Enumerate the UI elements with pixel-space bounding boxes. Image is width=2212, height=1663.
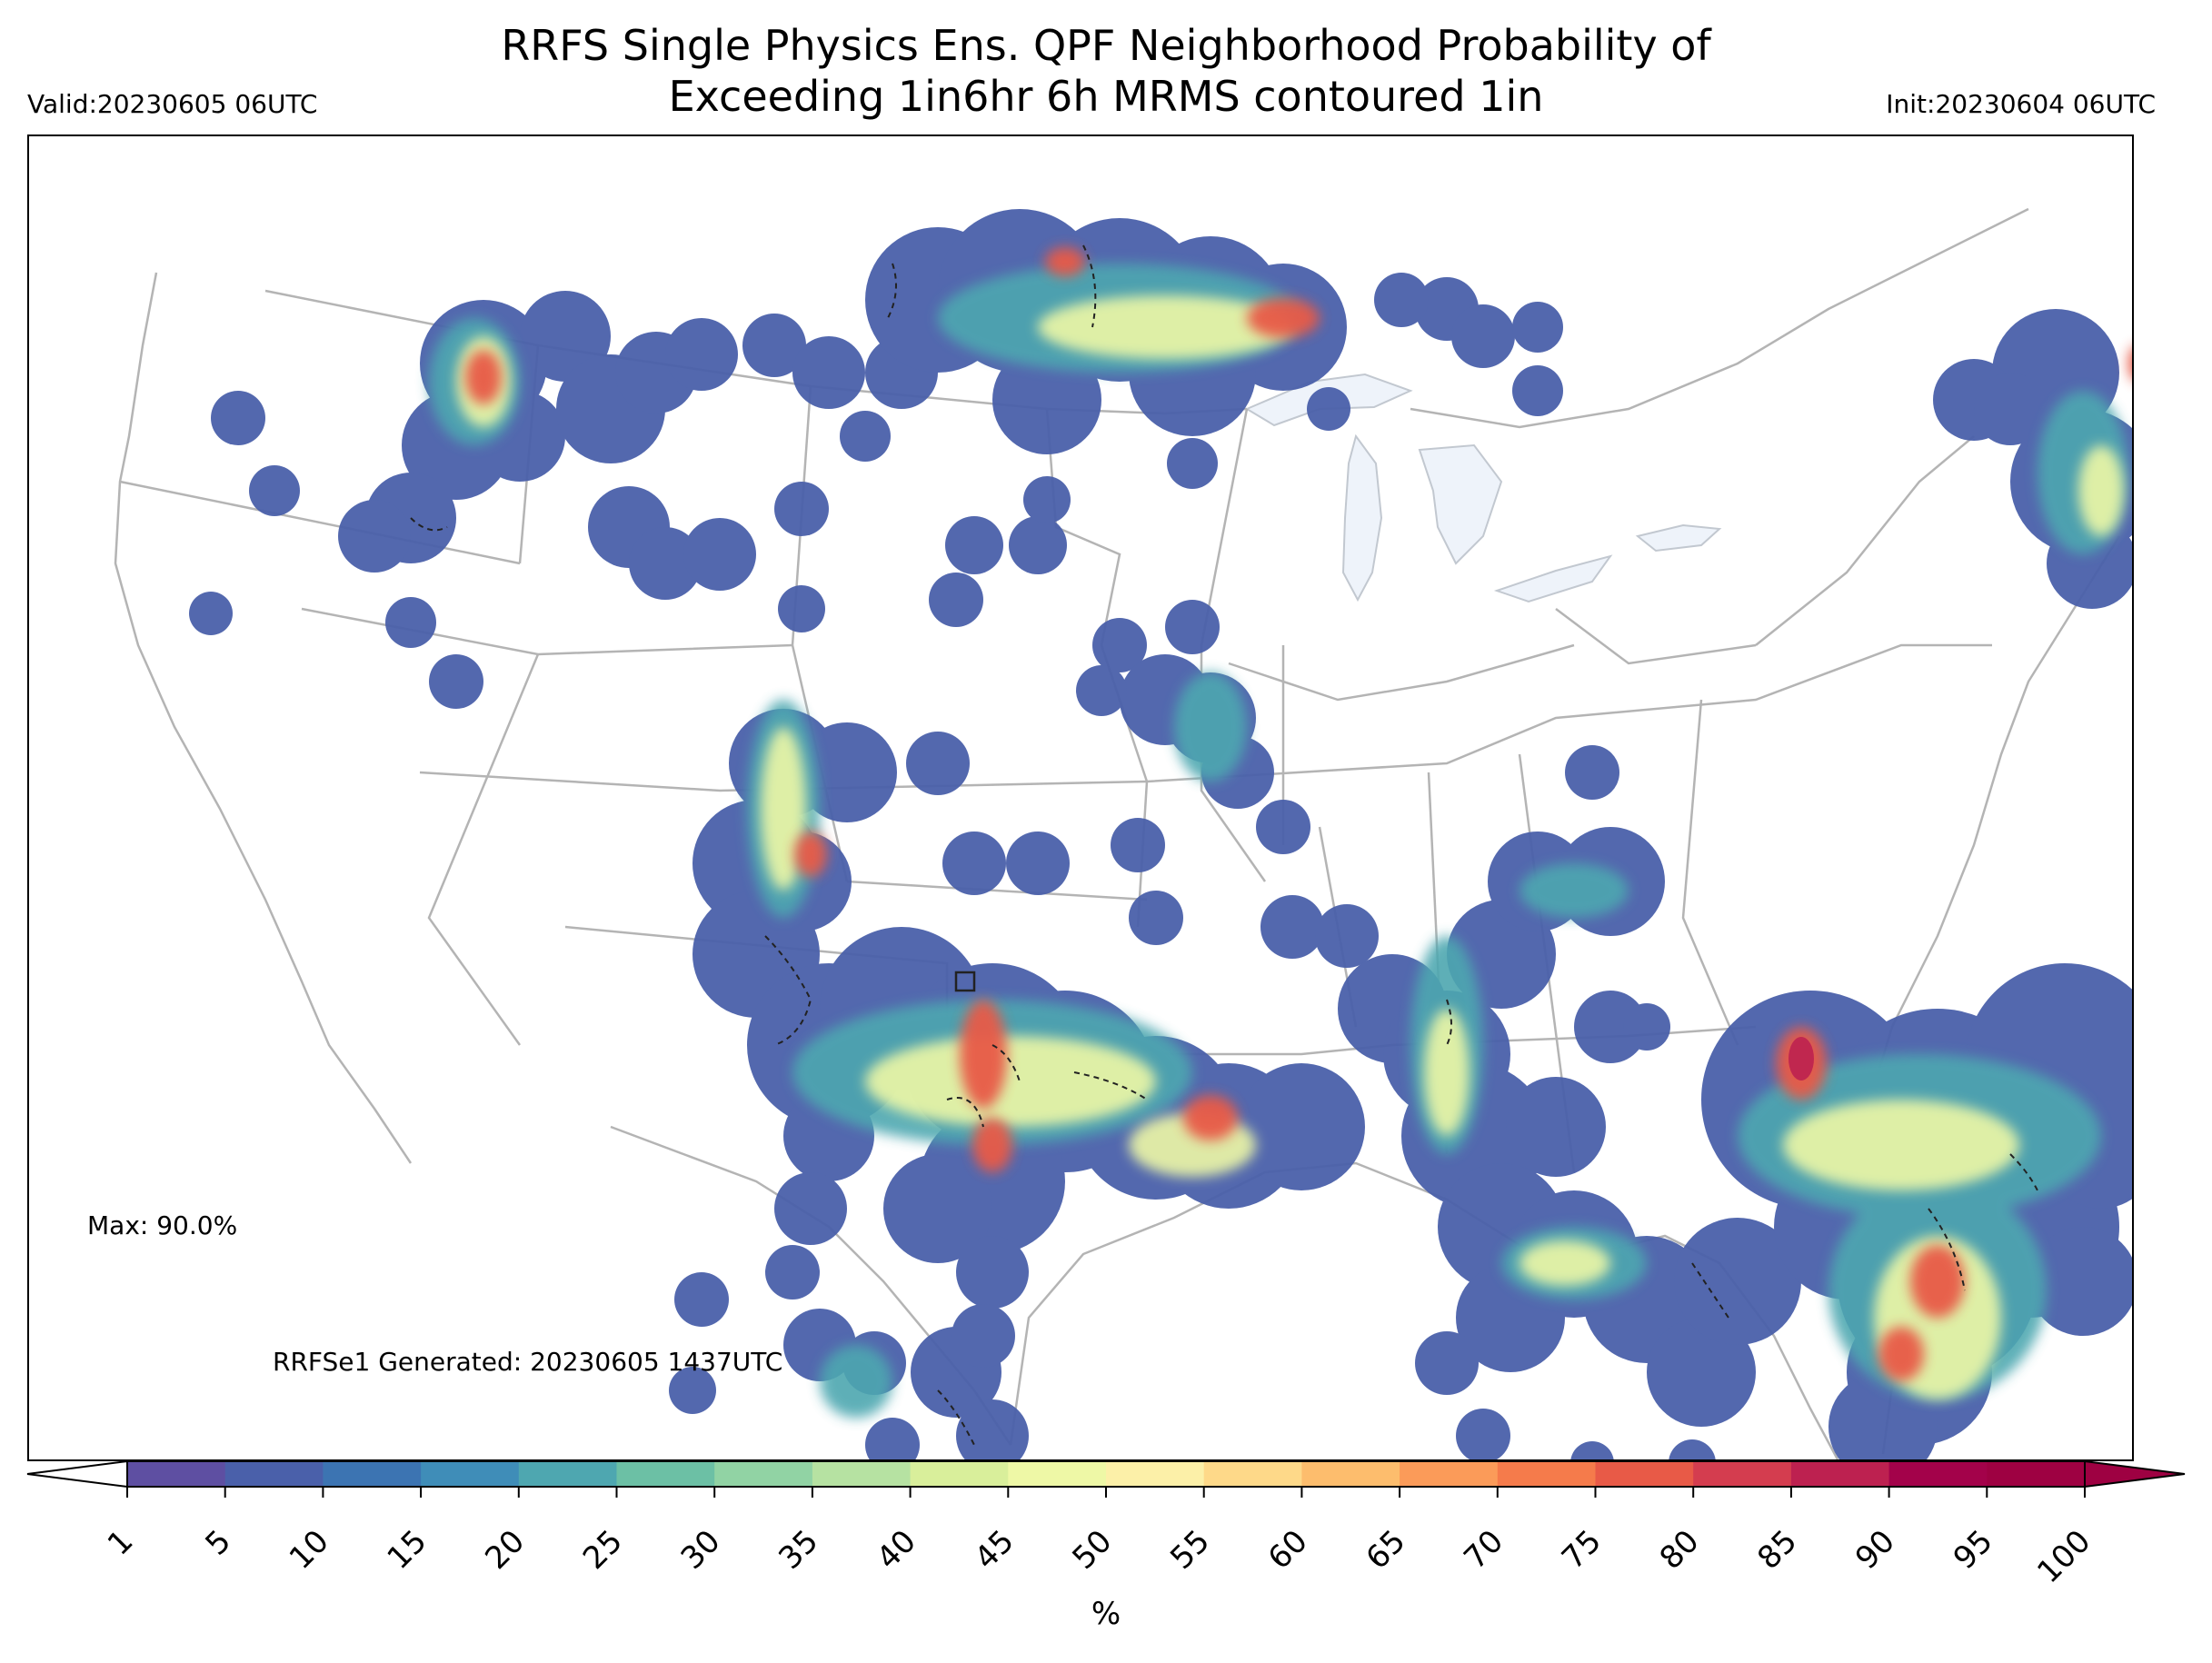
colorbar-tick-label: 5: [198, 1523, 238, 1563]
colorbar-tick-label: 15: [381, 1523, 434, 1577]
border-6: [419, 771, 1148, 792]
colorbar-tick-label: 20: [478, 1523, 532, 1577]
colorbar-segment: [616, 1461, 715, 1487]
location-marker: [954, 971, 976, 992]
colorbar-segment: [1888, 1461, 1988, 1487]
colorbar-segment: [1301, 1461, 1400, 1487]
colorbar-segment: [910, 1461, 1009, 1487]
mrms-contours: [410, 244, 2038, 1446]
colorbar-segments: [127, 1461, 2086, 1487]
colorbar-tick-label: 40: [870, 1523, 923, 1577]
colorbar-tick-label: 60: [1261, 1523, 1315, 1577]
colorbar-segment: [1008, 1461, 1107, 1487]
map-canvas: [114, 207, 2132, 1459]
colorbar-tick-label: 70: [1457, 1523, 1510, 1577]
border-16: [1681, 699, 1739, 1046]
colorbar-segment: [1987, 1461, 2086, 1487]
title-line-2: Exceeding 1in6hr 6h MRMS contoured 1in: [668, 72, 1544, 121]
map-panel[interactable]: Max: 90.0% RRFSe1 Generated: 20230605 14…: [27, 134, 2134, 1461]
valid-time: Valid:20230605 06UTC: [27, 89, 318, 119]
colorbar-tick-label: 50: [1065, 1523, 1119, 1577]
colorbar-under-arrow: [26, 1459, 128, 1489]
colorbar-segment: [1400, 1461, 1499, 1487]
colorbar-tick-label: 85: [1750, 1523, 1804, 1577]
colorbar-over-arrow: [2084, 1459, 2186, 1489]
colorbar-tick-label: 30: [674, 1523, 728, 1577]
colorbar-tick-label: 55: [1163, 1523, 1217, 1577]
generated-label: RRFSe1 Generated: 20230605 1437UTC: [273, 1347, 783, 1377]
colorbar-segment: [1203, 1461, 1302, 1487]
colorbar-segment: [812, 1461, 912, 1487]
chart-title: RRFS Single Physics Ens. QPF Neighborhoo…: [0, 20, 2212, 122]
lake-erie: [1493, 554, 1613, 603]
border-11: [1146, 643, 1992, 783]
colorbar-units: %: [1091, 1596, 1121, 1632]
border-7: [846, 880, 1148, 901]
blobs-max: [1789, 1037, 1814, 1080]
colorbar-segment: [323, 1461, 422, 1487]
colorbar-tick-label: 65: [1360, 1523, 1413, 1577]
blobs-peak: [465, 247, 2132, 1381]
colorbar-segment: [127, 1461, 226, 1487]
lake-michigan: [1341, 433, 1383, 602]
probability-field: [189, 209, 2132, 1459]
colorbar-tick-label: 10: [283, 1523, 336, 1577]
border-4: [427, 653, 540, 1046]
colorbar-tick-label: 35: [772, 1523, 825, 1577]
colorbar-ticks: 1 5 10 15 20 25 30 35 40 45 50 55 60 65 70 75 80 85 90 95 10…: [101, 1487, 2097, 1590]
border-17: [1555, 608, 1757, 665]
colorbar-tick-label: 95: [1947, 1523, 2000, 1577]
colorbar-tick-label: 90: [1848, 1523, 1902, 1577]
colorbar-segment: [1790, 1461, 1890, 1487]
colorbar-segment: [1106, 1461, 1205, 1487]
colorbar-segment: [421, 1461, 520, 1487]
colorbar-segment: [1497, 1461, 1597, 1487]
border-1: [119, 480, 521, 565]
colorbar-tick-label: 80: [1653, 1523, 1707, 1577]
colorbar-tick-label: 45: [968, 1523, 1021, 1577]
colorbar-tick-label: 1: [101, 1523, 141, 1563]
colorbar-tick-label: 25: [576, 1523, 630, 1577]
colorbar-segment: [518, 1461, 618, 1487]
west-coast: [114, 272, 413, 1164]
colorbar: 1 5 10 15 20 25 30 35 40 45 50 55 60 65 70 75 80 85 90 95 10…: [26, 1459, 2186, 1590]
lake-huron: [1418, 443, 1503, 565]
lake-ontario: [1635, 523, 1722, 553]
colorbar-tick-label: 100: [2030, 1523, 2097, 1590]
init-time: Init:20230604 06UTC: [1886, 89, 2156, 119]
border-18: [1755, 435, 1975, 646]
canada-east: [1410, 207, 2029, 429]
great-lakes: [1244, 373, 1722, 603]
colorbar-tick-label: 75: [1555, 1523, 1609, 1577]
colorbar-segment: [1693, 1461, 1792, 1487]
border-2: [301, 607, 793, 656]
colorbar-segment: [1595, 1461, 1694, 1487]
colorbar-segment: [224, 1461, 324, 1487]
colorbar-segment: [714, 1461, 813, 1487]
max-value-label: Max: 90.0%: [87, 1210, 238, 1240]
border-19: [1228, 643, 1575, 702]
title-line-1: RRFS Single Physics Ens. QPF Neighborhoo…: [501, 21, 1711, 70]
